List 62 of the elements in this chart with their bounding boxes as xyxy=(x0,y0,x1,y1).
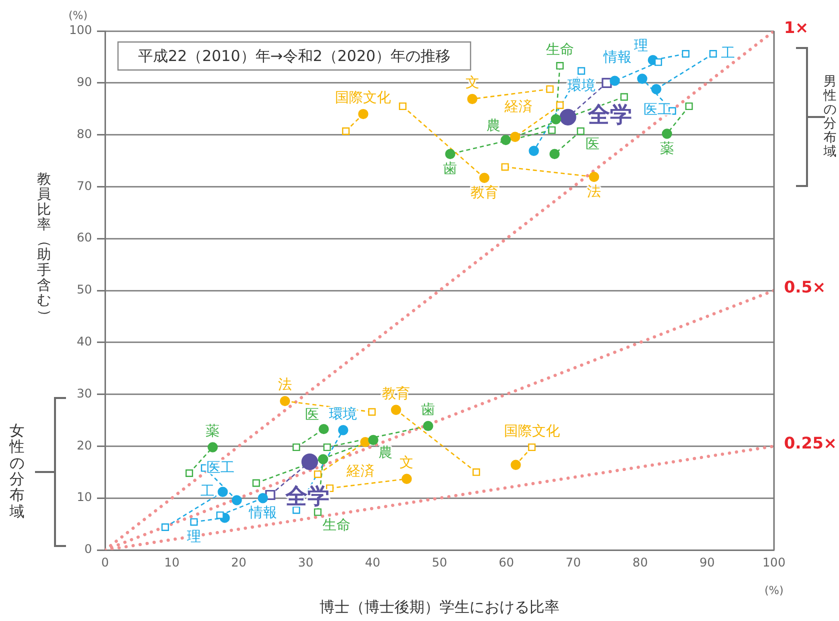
y-tick-label: 40 xyxy=(76,334,92,349)
x-axis-title: 博士（博士後期）学生における比率 xyxy=(320,598,560,616)
y-tick-label: 60 xyxy=(76,230,92,245)
series-label: 医 xyxy=(304,407,319,424)
series-label: 教育 xyxy=(382,385,410,402)
x-tick-label: 40 xyxy=(364,555,380,570)
series-label: 工 xyxy=(721,45,736,62)
series-label: 0.5× xyxy=(784,278,826,297)
series-label: 歯 xyxy=(443,161,458,178)
series-label: 文 xyxy=(465,75,480,92)
series-label: 理 xyxy=(634,38,648,54)
text: 女性の分布域 xyxy=(8,421,24,520)
x-tick-label: 70 xyxy=(566,555,581,570)
y-tick-label: 30 xyxy=(76,386,92,400)
text: 教員比率（助手含む） xyxy=(36,172,52,324)
y-tick-label: 10 xyxy=(76,490,92,504)
series-label: 国際文化 xyxy=(504,423,560,440)
x-tick-label: 60 xyxy=(498,555,514,570)
series-label: 情報 xyxy=(602,50,632,66)
series-label: 生命 xyxy=(322,517,351,534)
series-label: 歯 xyxy=(421,402,436,418)
series-label: 経済 xyxy=(504,99,533,116)
series-label: 文 xyxy=(400,455,414,472)
x-tick-label: 10 xyxy=(164,555,180,570)
text: 平成22（2010）年→令和2（2020）年の推移 xyxy=(138,46,451,65)
x-tick-label: 80 xyxy=(632,555,648,570)
text: 男性の分布域 xyxy=(822,74,836,160)
series-label: 農 xyxy=(378,445,392,462)
series-label: 法 xyxy=(278,377,292,394)
text: (%) xyxy=(764,584,784,597)
y-tick-label: 80 xyxy=(76,126,92,141)
series-label: 0.25× xyxy=(784,433,837,452)
y-tick-label: 50 xyxy=(76,282,92,297)
y-tick-label: 90 xyxy=(76,75,92,90)
series-label: 国際文化 xyxy=(335,90,392,106)
x-tick-label: 30 xyxy=(298,555,314,570)
y-tick-label: 70 xyxy=(76,178,92,193)
series-label: 医 xyxy=(586,136,600,152)
series-label: 法 xyxy=(587,184,602,200)
y-tick-label: 20 xyxy=(76,438,92,452)
text: (%) xyxy=(68,8,88,22)
x-tick-label: 20 xyxy=(231,555,246,570)
series-label: 情報 xyxy=(248,505,277,522)
series-label: 環境 xyxy=(329,406,358,422)
series-label: 教育 xyxy=(470,184,498,202)
y-tick-label: 100 xyxy=(69,23,92,38)
series-label: 農 xyxy=(486,118,501,134)
series-label: 1× xyxy=(784,18,809,38)
x-tick-label: 100 xyxy=(762,555,786,570)
series-label: 経済 xyxy=(345,463,374,480)
x-tick-label: 90 xyxy=(699,555,715,570)
x-tick-label: 50 xyxy=(432,555,448,570)
series-label: 医工 xyxy=(206,460,235,476)
series-label: 環境 xyxy=(567,78,596,94)
series-label: 工 xyxy=(200,484,215,500)
series-label: 薬 xyxy=(206,423,220,440)
y-tick-label: 0 xyxy=(84,542,92,556)
series-label: 薬 xyxy=(660,140,674,157)
x-tick-label: 0 xyxy=(101,555,109,570)
series-label: 生命 xyxy=(546,42,574,58)
series-label: 全学 xyxy=(586,102,632,128)
series-label: 理 xyxy=(186,529,201,546)
